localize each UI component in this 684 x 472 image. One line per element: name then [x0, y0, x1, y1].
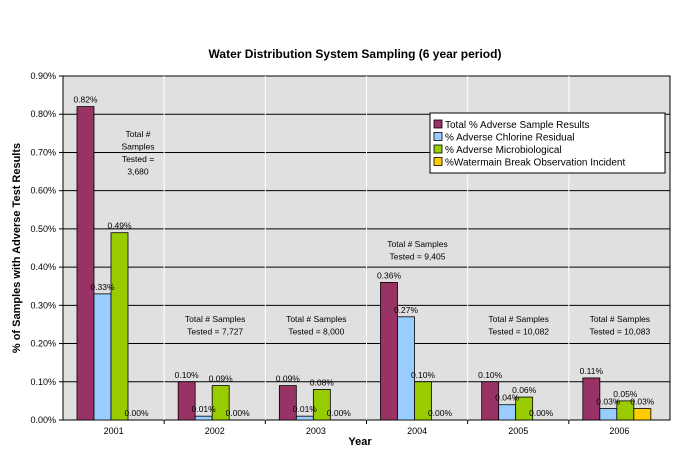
data-label: 0.08% [310, 377, 335, 387]
legend-swatch [433, 157, 443, 166]
data-label: 0.09% [276, 374, 301, 384]
sample-count-annotation: Tested = 9,405 [389, 252, 445, 262]
legend-entry: Total % Adverse Sample Results [445, 120, 590, 131]
bar-2004-series-2 [397, 316, 415, 421]
bar-2004-series-3 [414, 381, 432, 421]
sample-count-annotation: Total # Samples [590, 314, 650, 324]
chart-title: Water Distribution System Sampling (6 ye… [209, 47, 502, 61]
y-tick-label: 0.10% [30, 377, 56, 387]
annotations: Total # Samples Tested = 3,680 Total # Sampl… [121, 129, 650, 337]
x-axis-label: Year [348, 436, 372, 448]
sample-count-annotation: Tested = 7,727 [187, 327, 243, 337]
bar-2006-series-1 [582, 377, 601, 421]
y-tick-label: 0.80% [30, 109, 56, 119]
sample-count-annotation: Total # Samples [488, 314, 548, 324]
sample-count-annotation: Tested = 10,082 [488, 327, 549, 337]
sample-count-annotation: Total # Samples [185, 314, 245, 324]
y-tick-label: 0.20% [30, 339, 56, 349]
y-tick-label: 0.70% [30, 147, 56, 157]
bar-2003-series-3 [312, 389, 331, 421]
bar-2001-series-1 [76, 106, 95, 421]
data-label: 0.00% [226, 408, 251, 418]
data-label: 0.00% [124, 408, 149, 418]
bar-2005-series-3 [515, 396, 534, 421]
data-label: 0.09% [209, 374, 234, 384]
legend: Total % Adverse Sample Results % Adverse … [429, 112, 666, 174]
data-label: 0.82% [73, 95, 98, 105]
data-label: 0.36% [377, 270, 402, 280]
data-label: 0.10% [175, 370, 200, 380]
data-label: 0.05% [613, 389, 638, 399]
data-label: 0.00% [327, 408, 352, 418]
data-labels: 0.82% 0.10% 0.09% 0.36% 0.10% 0.11% 0.33% 0.01%… [73, 95, 654, 418]
data-label: 0.49% [107, 221, 132, 231]
sample-count-annotation: Total # Samples [286, 314, 346, 324]
x-tick-label: 2006 [609, 426, 629, 436]
x-tick-label: 2001 [104, 426, 124, 436]
bar-2005-series-1 [481, 381, 500, 421]
sample-count-annotation: 3,680 [127, 167, 149, 177]
bar-2005-series-2 [498, 404, 517, 421]
data-label: 0.03% [630, 397, 655, 407]
sample-count-annotation: Tested = 10,083 [589, 327, 650, 337]
data-label: 0.03% [596, 397, 621, 407]
y-tick-label: 0.40% [30, 262, 56, 272]
y-tick-label: 0.00% [30, 415, 56, 425]
legend-entry: % Adverse Chlorine Residual [445, 133, 575, 144]
y-tick-label: 0.30% [30, 300, 56, 310]
x-tick-label: 2002 [205, 426, 225, 436]
data-label: 0.01% [192, 404, 217, 414]
legend-swatch [433, 119, 443, 129]
data-label: 0.01% [293, 404, 318, 414]
x-tick-label: 2003 [306, 426, 326, 436]
data-label: 0.10% [411, 370, 436, 380]
y-tick-label: 0.50% [30, 224, 56, 234]
data-label: 0.00% [529, 408, 554, 418]
legend-swatch [433, 132, 443, 141]
y-axis-label: % of Samples with Adverse Test Results [11, 143, 23, 353]
bar-2006-series-2 [599, 408, 618, 421]
data-label: 0.27% [394, 305, 419, 315]
legend-entry: %Watermain Break Observation Incident [445, 158, 625, 169]
bars [76, 106, 652, 421]
y-axis-ticks: 0.00% 0.10% 0.20% 0.30% 0.40% 0.50% 0.60% 0.70%… [30, 71, 63, 425]
data-label: 0.11% [580, 366, 604, 376]
bar-2003-series-1 [278, 385, 297, 421]
x-axis-ticks: 2001 2002 2003 2004 2005 2006 [104, 420, 629, 436]
y-tick-label: 0.60% [30, 186, 56, 196]
legend-entry: % Adverse Microbiological [445, 145, 562, 156]
data-label: 0.04% [495, 393, 520, 403]
bar-2004-series-1 [380, 281, 398, 421]
bar-2002-series-2 [194, 415, 213, 421]
sample-count-annotation: Tested = [122, 154, 154, 164]
x-tick-label: 2004 [407, 426, 427, 436]
data-label: 0.33% [90, 282, 115, 292]
bar-2002-series-3 [211, 385, 230, 421]
bar-2001-series-2 [93, 293, 112, 421]
x-tick-label: 2005 [508, 426, 528, 436]
data-label: 0.10% [478, 370, 503, 380]
bar-2001-series-3 [110, 232, 129, 421]
bar-2002-series-1 [177, 381, 196, 421]
sample-count-annotation: Total # [125, 129, 150, 139]
bar-2006-series-4 [633, 408, 652, 421]
y-tick-label: 0.90% [30, 71, 56, 81]
legend-box [429, 112, 666, 174]
data-label: 0.00% [428, 408, 453, 418]
data-label: 0.06% [512, 385, 537, 395]
sample-count-annotation: Tested = 8,000 [288, 327, 344, 337]
legend-swatch [433, 144, 443, 154]
sample-count-annotation: Samples [121, 142, 154, 152]
bar-2003-series-2 [295, 415, 314, 421]
sample-count-annotation: Total # Samples [387, 239, 447, 249]
